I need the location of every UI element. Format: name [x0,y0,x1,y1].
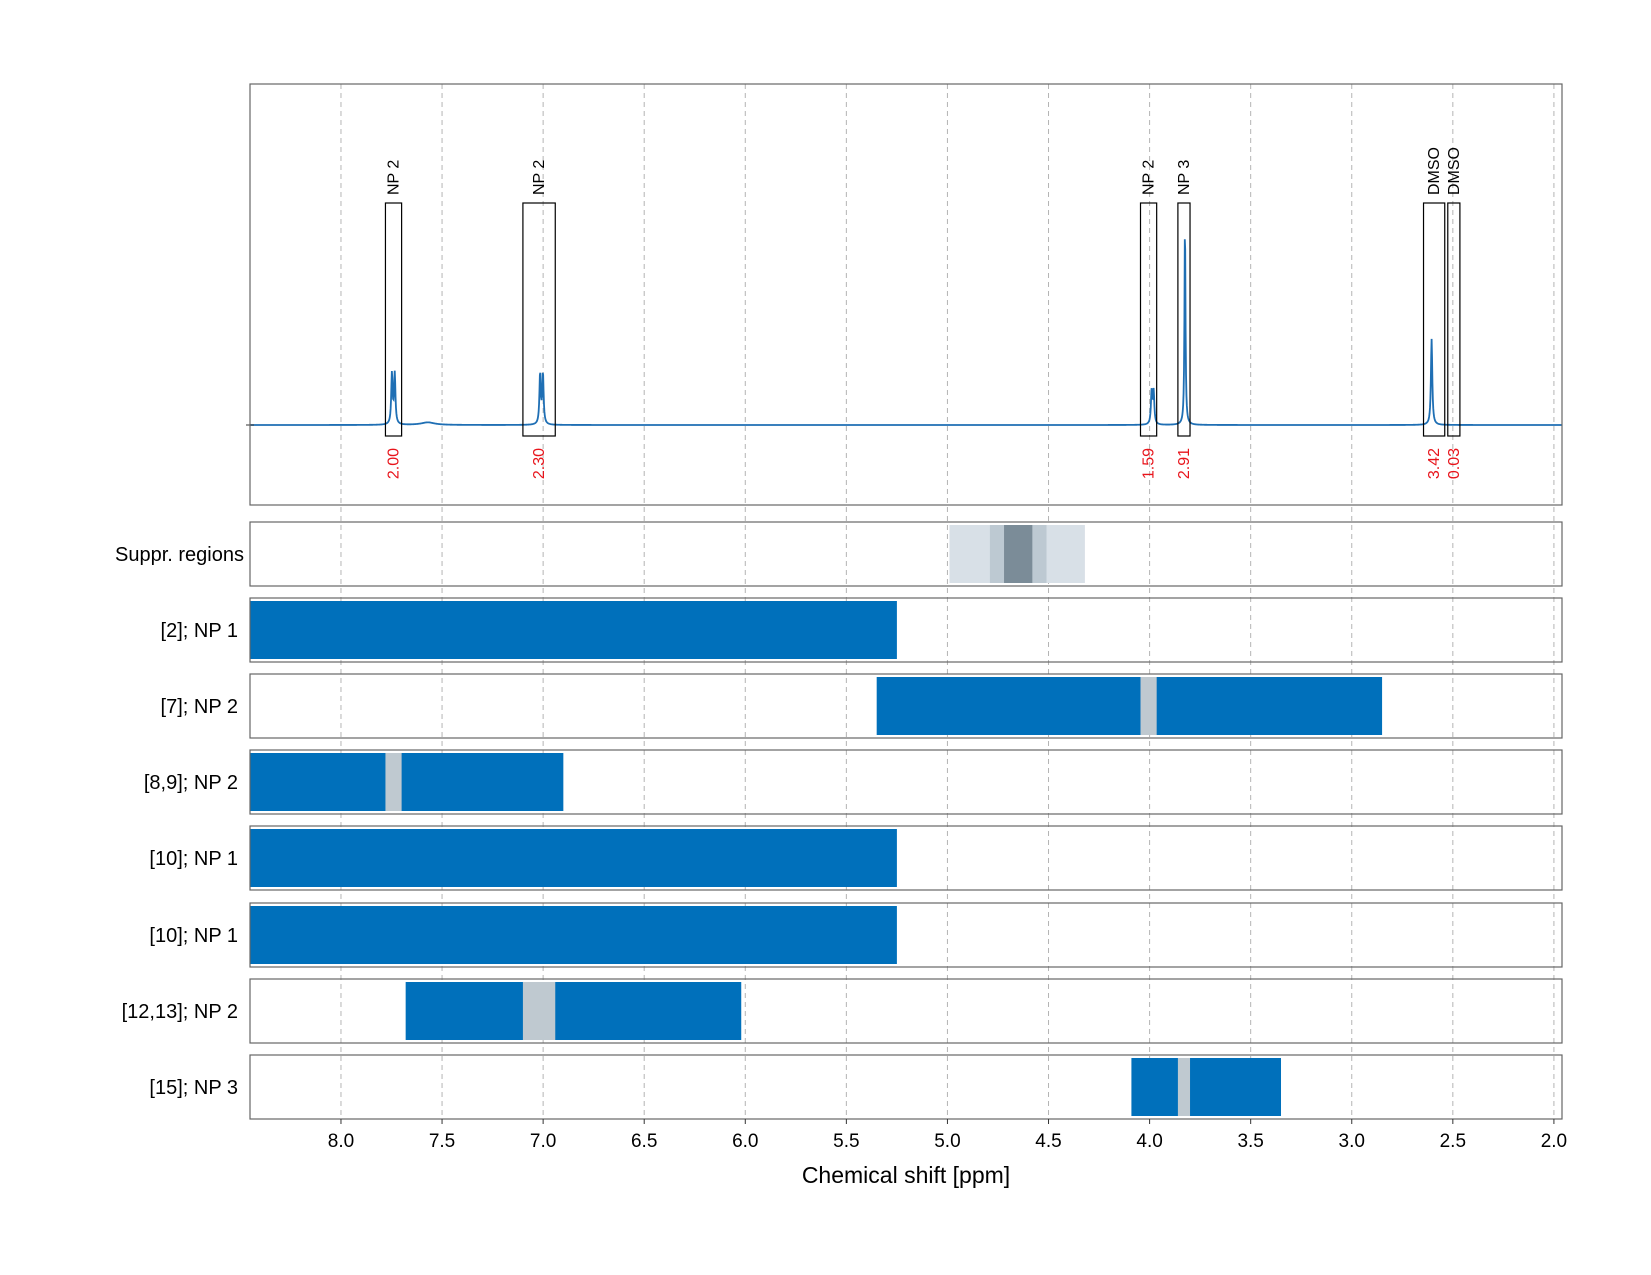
peak-label-3: NP 3 [1176,160,1193,195]
spectrum-panel: NP 2 2.00 NP 2 2.30 NP 2 1.59 NP 3 2.91 DMSO 3.42… [246,83,1563,506]
integral-label-2: 1.59 [1141,448,1158,479]
region-gap-6-0 [1177,1058,1191,1116]
spectrum-line [250,239,1562,426]
region-label-2: [8,9]; NP 2 [144,772,238,794]
peak-label-4: DMSO [1426,147,1443,195]
integral-label-3: 2.91 [1176,448,1193,479]
peak-box-1 [522,202,556,437]
peak-label-0: NP 2 [386,160,403,195]
region-rows: [2]; NP 1 [7]; NP 2 [8,9]; NP 2 [10]; NP 1 [… [122,597,1563,1120]
x-tick-label-12: 2.0 [1541,1131,1567,1152]
x-tick-label-0: 8.0 [328,1131,354,1152]
region-bar-6-0 [1131,1058,1282,1116]
x-tick-label-8: 4.0 [1136,1131,1162,1152]
x-tick-label-11: 2.5 [1440,1131,1466,1152]
region-frame-6 [249,1054,1563,1120]
region-gap-2-0 [385,753,402,811]
x-tick-label-10: 3.0 [1339,1131,1365,1152]
integral-label-0: 2.00 [386,448,403,479]
region-row-3: [10]; NP 1 [149,825,1563,891]
region-label-0: [2]; NP 1 [161,620,238,642]
peak-label-1: NP 2 [531,160,548,195]
x-tick-label-2: 7.0 [530,1131,556,1152]
region-bar-5-0 [405,982,742,1040]
peak-box-5 [1447,202,1461,437]
region-gap-1-0 [1140,677,1157,735]
peak-box-0 [384,202,403,437]
region-row-2: [8,9]; NP 2 [144,749,1563,815]
region-row-5: [12,13]; NP 2 [122,978,1563,1044]
region-bar-3-0 [250,829,897,887]
suppression-label: Suppr. regions [115,544,244,566]
suppression-frame [249,521,1563,587]
suppression-band-2 [1004,525,1033,583]
integral-label-5: 0.03 [1446,448,1463,479]
region-label-6: [15]; NP 3 [149,1077,238,1099]
region-bar-0-0 [250,601,897,659]
region-label-4: [10]; NP 1 [149,925,238,947]
region-row-0: [2]; NP 1 [161,597,1563,663]
region-frame-5 [249,978,1563,1044]
x-tick-label-1: 7.5 [429,1131,455,1152]
region-row-1: [7]; NP 2 [161,673,1563,739]
region-bar-4-0 [250,906,897,964]
x-tick-label-7: 4.5 [1035,1131,1061,1152]
region-frame-0 [249,597,1563,663]
suppression-panel: Suppr. regions [115,521,1563,587]
region-frame-2 [249,749,1563,815]
integral-label-1: 2.30 [531,448,548,479]
region-bar-2-0 [250,753,564,811]
region-label-3: [10]; NP 1 [149,848,238,870]
integral-label-4: 3.42 [1426,448,1443,479]
peak-label-5: DMSO [1446,147,1463,195]
region-gap-5-0 [522,982,556,1040]
x-tick-label-6: 5.0 [934,1131,960,1152]
region-label-5: [12,13]; NP 2 [122,1001,238,1023]
peak-box-2 [1139,202,1158,437]
x-tick-label-3: 6.5 [631,1131,657,1152]
x-axis-label: Chemical shift [ppm] [802,1162,1010,1188]
region-frame-3 [249,825,1563,891]
x-tick-label-4: 6.0 [732,1131,758,1152]
region-frame-1 [249,673,1563,739]
region-frame-4 [249,902,1563,968]
peak-label-2: NP 2 [1141,160,1158,195]
x-tick-label-9: 3.5 [1237,1131,1263,1152]
region-label-1: [7]; NP 2 [161,696,238,718]
spectrum-frame [249,83,1563,506]
x-tick-label-5: 5.5 [833,1131,859,1152]
x-axis: 8.0 7.5 7.0 6.5 6.0 5.5 5.0 4.5 4.0 3.5 3.0 2.5 2.0 [328,1119,1567,1152]
peak-box-3 [1177,202,1191,437]
region-row-4: [10]; NP 1 [149,902,1563,968]
region-bar-1-0 [876,677,1383,735]
peak-box-4 [1422,202,1446,437]
region-row-6: [15]; NP 3 [149,1054,1563,1120]
